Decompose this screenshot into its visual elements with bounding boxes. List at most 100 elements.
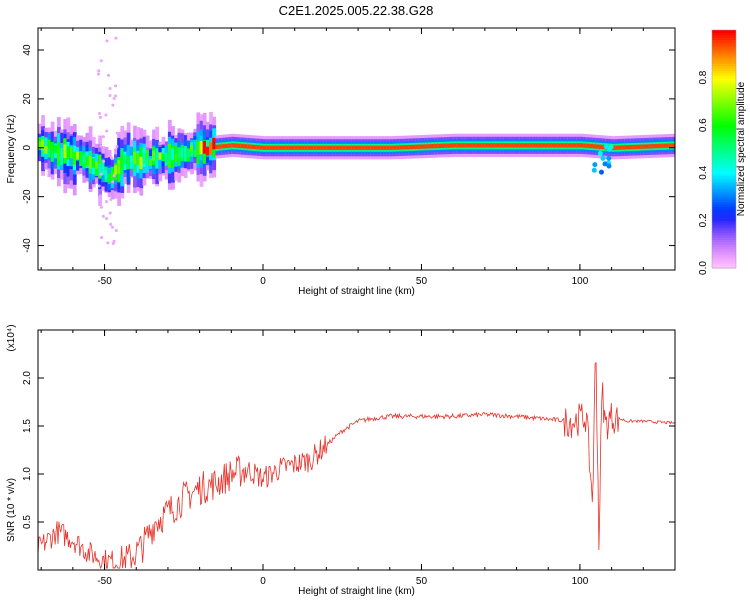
spectrogram-cell	[361, 145, 366, 150]
spectrogram-cell	[275, 145, 280, 150]
spectrogram-cell	[348, 145, 353, 150]
spectrogram-cell	[522, 143, 527, 148]
colorbar-cell	[712, 49, 736, 53]
spectrogram-cell	[640, 144, 644, 149]
spectrogram-cell	[545, 143, 549, 148]
spectrogram-speck	[108, 87, 112, 91]
spectrogram-cell	[218, 144, 223, 149]
spectrogram-cell	[484, 143, 489, 148]
spectrogram-cell	[186, 150, 191, 158]
colorbar-cell	[712, 146, 736, 150]
spectrogram-speck	[101, 135, 105, 139]
colorbar-cell	[712, 113, 736, 117]
x-tick-label: 50	[416, 576, 428, 587]
spectrogram-cell	[668, 143, 673, 148]
spectrogram-cell	[659, 143, 663, 149]
spectrogram-cell	[82, 155, 87, 164]
y-axis-label: SNR (10 * v/v)	[6, 478, 17, 542]
y-axis-label: Frequency (Hz)	[6, 115, 17, 184]
spectrogram-cell	[247, 144, 251, 149]
spectrogram-speck	[107, 73, 111, 77]
spectrogram-cell	[405, 145, 410, 150]
colorbar-tick-label: 0.2	[698, 213, 709, 227]
spectrogram-cell	[193, 149, 198, 158]
colorbar-cell	[712, 39, 736, 43]
colorbar-cell	[712, 153, 736, 157]
colorbar-cell	[712, 58, 736, 62]
y-tick-label: -40	[22, 238, 33, 253]
colorbar-cell	[712, 118, 736, 122]
spectrogram-cell	[291, 145, 296, 150]
colorbar-cell	[712, 72, 736, 76]
spectrogram-cell	[63, 144, 68, 159]
colorbar-cell	[712, 129, 736, 133]
figure-title: C2E1.2025.005.22.38.G28	[279, 3, 434, 18]
spectrogram-cell	[532, 143, 537, 148]
spectrogram-speck	[110, 225, 114, 229]
spectrogram-cell	[345, 145, 350, 150]
spectrogram-cell	[85, 156, 90, 166]
colorbar-tick-label: 0.8	[698, 70, 709, 84]
spectrogram-panel: -50 0 50 100 -40 -20 0 20 40 Height of straight l…	[6, 27, 676, 297]
colorbar-cell	[712, 37, 736, 41]
spectrogram-cell	[475, 143, 480, 148]
spectrogram-cell	[573, 143, 578, 148]
spectrogram-cell	[53, 144, 58, 153]
x-tick-label: 50	[416, 276, 428, 287]
x-tick-label: 100	[572, 276, 589, 287]
spectrogram-cell	[196, 142, 201, 155]
colorbar-cell	[712, 89, 736, 93]
spectrogram-speck	[598, 169, 604, 175]
spectrogram-cell	[88, 156, 93, 169]
spectrogram-cell	[469, 143, 473, 148]
spectrogram-cell	[44, 138, 49, 153]
spectrogram-cell	[285, 145, 289, 150]
colorbar-cell	[712, 234, 736, 238]
colorbar-cell	[712, 184, 736, 188]
spectrogram-cell	[107, 173, 112, 183]
spectrogram-cell	[630, 144, 635, 150]
colorbar-cell	[712, 44, 736, 48]
spectrogram-cell	[614, 145, 619, 150]
spectrogram-cell	[373, 145, 378, 150]
colorbar-cell	[712, 63, 736, 67]
spectrogram-speck	[114, 36, 118, 40]
spectrogram-cell	[465, 143, 470, 148]
colorbar-cell	[712, 79, 736, 83]
colorbar-cell	[712, 125, 736, 129]
spectrogram-cell	[164, 155, 169, 163]
spectrogram-cell	[427, 144, 432, 149]
spectrogram-cell	[662, 143, 667, 148]
spectrogram-cell	[643, 144, 648, 149]
spectrogram-cell	[456, 143, 461, 148]
colorbar-cell	[712, 253, 736, 257]
spectrogram-cell	[380, 145, 385, 150]
spectrogram-cell	[95, 162, 99, 177]
spectrogram-speck	[603, 144, 609, 150]
spectrogram-cell	[91, 158, 96, 168]
spectrogram-cell	[69, 146, 74, 159]
spectrogram-cell	[564, 143, 568, 148]
colorbar-cell	[712, 265, 736, 269]
colorbar-cell	[712, 189, 736, 193]
spectrogram-cell	[313, 145, 318, 150]
colorbar-cell	[712, 168, 736, 172]
spectrogram-cell	[494, 143, 499, 148]
colorbar-cell	[712, 82, 736, 86]
spectrogram-cell	[364, 145, 369, 150]
snr-line	[38, 361, 675, 570]
spectrogram-speck	[112, 239, 116, 243]
spectrogram-frame	[37, 27, 676, 271]
spectrogram-cell	[47, 148, 52, 158]
spectrogram-cell	[224, 143, 229, 149]
spectrogram-cell	[332, 145, 337, 150]
spectrogram-speck	[98, 115, 102, 119]
spectrogram-cell	[294, 145, 299, 150]
spectrogram-cell	[402, 145, 407, 150]
colorbar-cell	[712, 34, 736, 38]
spectrogram-cell	[491, 143, 495, 148]
spectrogram-cell	[183, 151, 188, 160]
spectrogram-cell	[557, 143, 562, 148]
spectrogram-cell	[503, 143, 508, 148]
